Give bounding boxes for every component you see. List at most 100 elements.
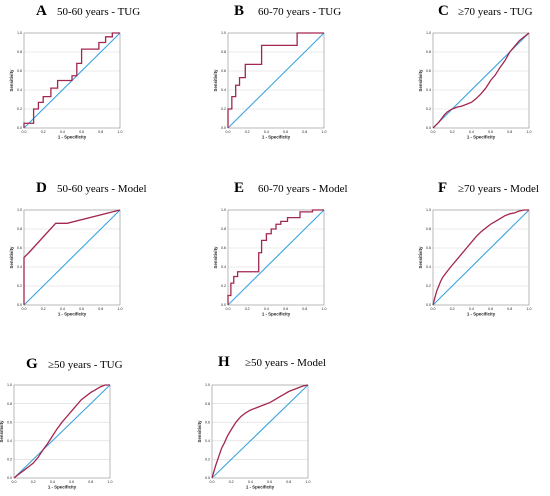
y-tick-label: 0.4 — [17, 265, 22, 269]
x-tick-label: 0.4 — [50, 480, 55, 484]
y-tick-label: 0.6 — [221, 69, 226, 73]
x-tick-label: 0.4 — [60, 130, 65, 134]
x-tick-label: 0.4 — [264, 307, 269, 311]
x-tick-label: 0.6 — [283, 130, 288, 134]
y-tick-label: 0.0 — [221, 126, 226, 130]
reference-line — [13, 384, 111, 479]
x-tick-label: 0.2 — [245, 307, 250, 311]
plot-frame — [432, 32, 530, 129]
x-tick-label: 1.0 — [527, 130, 532, 134]
y-axis-label: Sensitivity — [418, 69, 423, 92]
x-tick-label: 0.6 — [283, 307, 288, 311]
x-axis-label: 1 - Specificity — [467, 312, 496, 317]
x-tick-label: 0.2 — [31, 480, 36, 484]
y-tick-label: 0.4 — [221, 88, 226, 92]
y-axis-label: Sensitivity — [418, 246, 423, 269]
x-tick-label: 1.0 — [108, 480, 113, 484]
plot-frame — [227, 32, 325, 129]
y-tick-label: 0.4 — [426, 88, 431, 92]
x-tick-label: 0.2 — [450, 307, 455, 311]
y-tick-label: 0.0 — [221, 303, 226, 307]
y-axis-label: Sensitivity — [213, 69, 218, 92]
y-tick-label: 0.0 — [426, 126, 431, 130]
y-tick-label: 0.4 — [7, 439, 12, 443]
roc-panel-b: B 60-70 years - TUG 0.0 0.2 0.4 0.6 0.8 1.0 0.0 0… — [213, 3, 341, 140]
panel-letter: F — [438, 180, 447, 196]
x-tick-label: 0.0 — [22, 130, 27, 134]
panel-title: 50-60 years - Model — [57, 183, 147, 195]
x-tick-label: 0.8 — [302, 130, 307, 134]
x-tick-label: 1.0 — [306, 480, 311, 484]
roc-panel-a: A 50-60 years - TUG 0.0 0.2 0.4 0.6 0.8 1.0 0.0 0… — [9, 3, 140, 140]
x-tick-label: 1.0 — [322, 130, 327, 134]
y-axis-label: Sensitivity — [9, 246, 14, 269]
panel-title: 50-60 years - TUG — [57, 6, 140, 18]
panel-title: ≥50 years - TUG — [48, 359, 123, 371]
y-tick-label: 1.0 — [221, 208, 226, 212]
x-tick-label: 0.6 — [79, 130, 84, 134]
plot-frame — [227, 209, 325, 306]
x-tick-label: 0.0 — [431, 307, 436, 311]
x-tick-label: 0.0 — [431, 130, 436, 134]
y-tick-label: 0.6 — [221, 246, 226, 250]
plot-frame — [211, 384, 309, 479]
x-axis-label: 1 - Specificity — [246, 485, 275, 490]
y-tick-label: 0.6 — [17, 246, 22, 250]
x-tick-label: 1.0 — [118, 307, 123, 311]
x-tick-label: 0.8 — [507, 130, 512, 134]
x-tick-label: 0.4 — [469, 307, 474, 311]
panel-title: ≥70 years - Model — [458, 183, 539, 195]
y-tick-label: 0.8 — [205, 402, 210, 406]
y-tick-label: 0.2 — [17, 107, 22, 111]
y-tick-label: 0.8 — [426, 227, 431, 231]
roc-curve — [13, 384, 110, 479]
y-axis-label: Sensitivity — [213, 246, 218, 269]
y-tick-label: 0.8 — [7, 402, 12, 406]
y-tick-label: 0.6 — [426, 69, 431, 73]
y-tick-label: 0.4 — [221, 265, 226, 269]
y-tick-label: 0.0 — [17, 126, 22, 130]
reference-line — [227, 209, 325, 306]
x-tick-label: 0.0 — [12, 480, 17, 484]
panel-letter: C — [438, 3, 449, 19]
plot-frame — [432, 209, 530, 306]
x-tick-label: 0.2 — [245, 130, 250, 134]
x-axis-label: 1 - Specificity — [58, 312, 87, 317]
panel-letter: G — [26, 356, 38, 372]
y-axis-label: Sensitivity — [197, 420, 202, 443]
y-tick-label: 0.8 — [17, 227, 22, 231]
roc-panel-c: C ≥70 years - TUG 0.0 0.2 0.4 0.6 0.8 1.0 0.0 0.2… — [418, 3, 533, 140]
y-tick-label: 0.2 — [221, 107, 226, 111]
roc-curve — [23, 32, 120, 128]
plot-frame — [13, 384, 111, 479]
x-axis-label: 1 - Specificity — [262, 135, 291, 140]
reference-line — [432, 209, 530, 306]
y-tick-label: 0.2 — [426, 284, 431, 288]
x-tick-label: 0.4 — [248, 480, 253, 484]
x-tick-label: 0.4 — [264, 130, 269, 134]
y-tick-label: 1.0 — [426, 31, 431, 35]
panel-title: 60-70 years - Model — [258, 183, 348, 195]
x-tick-label: 1.0 — [322, 307, 327, 311]
roc-curve — [227, 32, 324, 128]
x-tick-label: 0.2 — [41, 130, 46, 134]
y-tick-label: 0.8 — [221, 50, 226, 54]
y-tick-label: 0.0 — [426, 303, 431, 307]
x-tick-label: 0.0 — [226, 130, 231, 134]
panel-letter: E — [234, 180, 244, 196]
roc-curve — [23, 209, 121, 305]
y-tick-label: 0.0 — [17, 303, 22, 307]
x-tick-label: 0.6 — [488, 307, 493, 311]
roc-curve — [211, 384, 309, 479]
y-tick-label: 0.2 — [221, 284, 226, 288]
panel-letter: A — [36, 3, 47, 19]
x-tick-label: 0.4 — [60, 307, 65, 311]
y-tick-label: 0.0 — [205, 476, 210, 480]
roc-panel-h: H ≥50 years - Model 0.0 0.2 0.4 0.6 0.8 1.0 0.0 0… — [197, 354, 326, 490]
panel-letter: D — [36, 180, 47, 196]
y-tick-label: 0.8 — [426, 50, 431, 54]
y-tick-label: 0.2 — [7, 458, 12, 462]
y-tick-label: 0.6 — [17, 69, 22, 73]
y-axis-label: Sensitivity — [9, 69, 14, 92]
roc-panel-g: G ≥50 years - TUG 0.0 0.2 0.4 0.6 0.8 1.0 0.0 0.2… — [0, 356, 123, 490]
